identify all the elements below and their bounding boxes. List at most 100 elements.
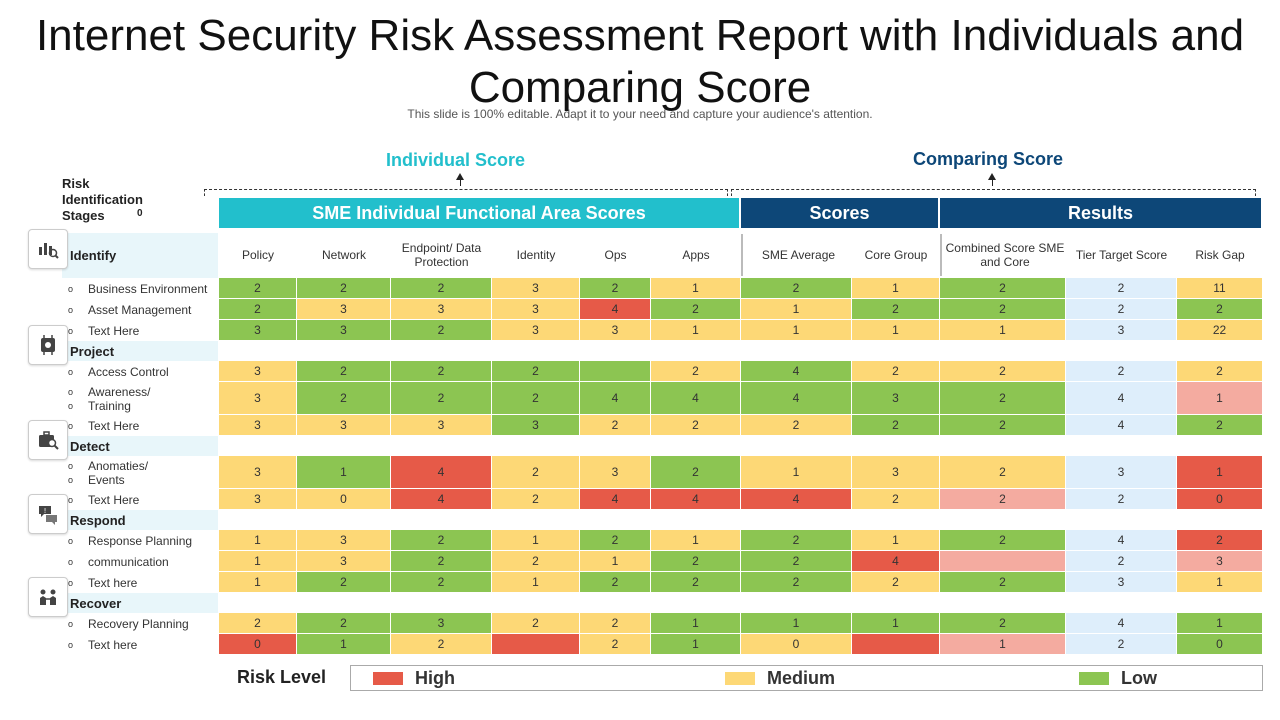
category-respond: Respond — [62, 510, 218, 530]
table-cell: 3 — [219, 415, 297, 436]
row-label-text: Response Planning — [88, 533, 193, 548]
legend-swatch — [373, 671, 403, 685]
legend-label: Medium — [767, 667, 836, 688]
legend-swatch — [1079, 671, 1109, 685]
row-label-text: Asset Management — [88, 302, 192, 317]
table-cell: 1 — [741, 299, 852, 320]
table-cell: 2 — [1066, 551, 1177, 572]
column-header: Policy — [219, 234, 297, 276]
individual-brace — [204, 189, 728, 196]
legend-item-medium: Medium — [725, 666, 835, 690]
table-cell: 4 — [1066, 613, 1177, 634]
chart-search-icon — [28, 229, 68, 269]
category-band — [219, 510, 1263, 530]
category-band — [219, 593, 1263, 613]
table-cell: 4 — [391, 456, 492, 489]
table-cell: 2 — [940, 278, 1066, 299]
table-cell: 2 — [940, 415, 1066, 436]
bullet-icon: o — [68, 494, 74, 505]
table-cell: 2 — [391, 320, 492, 341]
table-cell — [940, 551, 1066, 572]
table-cell — [492, 634, 580, 655]
row-label-text: Business Environment — [88, 281, 208, 296]
table-cell: 0 — [219, 634, 297, 655]
table-cell: 3 — [219, 456, 297, 489]
table-cell: 3 — [297, 415, 391, 436]
table-cell: 2 — [580, 415, 651, 436]
legend-swatch — [725, 671, 755, 685]
table-cell: 2 — [852, 489, 940, 510]
list-item: o Text here — [68, 572, 218, 593]
table-cell: 3 — [297, 530, 391, 551]
table-cell: 2 — [492, 382, 580, 415]
list-item: o Recovery Planning — [68, 613, 218, 634]
category-identify: Identify — [62, 233, 218, 278]
table-cell: 2 — [1066, 634, 1177, 655]
table-cell: 3 — [580, 320, 651, 341]
table-cell: 3 — [391, 299, 492, 320]
bullet-icon: o — [68, 366, 74, 377]
table-cell: 4 — [651, 382, 741, 415]
table-cell: 1 — [741, 613, 852, 634]
table-cell: 1 — [1177, 382, 1263, 415]
table-cell: 2 — [852, 361, 940, 382]
table-cell: 1 — [219, 530, 297, 551]
table-cell: 4 — [1066, 382, 1177, 415]
table-cell: 2 — [852, 572, 940, 593]
category-label: Project — [70, 343, 115, 359]
table-cell: 4 — [852, 551, 940, 572]
table-cell: 1 — [651, 320, 741, 341]
legend-item-low: Low — [1079, 666, 1157, 690]
list-item: o o Awareness/ Training — [68, 382, 218, 415]
table-cell: 2 — [651, 299, 741, 320]
category-label: Recover — [70, 595, 122, 611]
table-cell: 1 — [1177, 572, 1263, 593]
table-cell: 2 — [580, 613, 651, 634]
table-cell: 2 — [391, 382, 492, 415]
category-project: Project — [62, 341, 218, 361]
table-cell: 2 — [219, 613, 297, 634]
table-cell: 2 — [1066, 299, 1177, 320]
table-cell: 3 — [492, 415, 580, 436]
column-header: Identity — [492, 234, 580, 276]
risk-legend: High Medium Low — [350, 665, 1263, 691]
comparing-score-label: Comparing Score — [913, 149, 1064, 169]
table-cell: 2 — [297, 382, 391, 415]
table-cell: 2 — [297, 613, 391, 634]
table-cell: 3 — [580, 456, 651, 489]
comparing-brace — [731, 189, 1256, 196]
table-cell: 2 — [940, 489, 1066, 510]
category-band — [219, 436, 1263, 456]
table-cell: 2 — [940, 299, 1066, 320]
table-cell: 2 — [940, 361, 1066, 382]
legend-label: High — [415, 667, 455, 688]
table-cell: 2 — [1066, 489, 1177, 510]
table-cell: 2 — [1066, 361, 1177, 382]
table-cell: 2 — [219, 299, 297, 320]
table-cell: 3 — [219, 489, 297, 510]
table-cell: 1 — [741, 456, 852, 489]
table-cell: 2 — [297, 361, 391, 382]
table-cell: 2 — [219, 278, 297, 299]
table-cell: 1 — [852, 530, 940, 551]
table-cell: 2 — [852, 299, 940, 320]
row-label-text: communication — [88, 554, 169, 569]
bullet-icon: o — [68, 304, 74, 315]
row-label-text: Anomaties/ Events — [88, 458, 149, 487]
individual-score-label: Individual Score — [386, 150, 526, 170]
table-cell: 2 — [391, 572, 492, 593]
category-label: Respond — [70, 512, 126, 528]
table-cell: 2 — [492, 361, 580, 382]
table-cell: 1 — [651, 634, 741, 655]
chat-alert-icon: ! — [28, 494, 68, 534]
bullet-icon: o — [68, 325, 74, 336]
stages-header-text: Risk Identification Stages — [62, 176, 143, 223]
table-cell: 3 — [852, 456, 940, 489]
individual-arrow-icon — [456, 173, 464, 180]
table-cell: 2 — [852, 415, 940, 436]
group-header-2: Scores — [741, 198, 938, 228]
column-header: Apps — [651, 234, 741, 276]
table-cell: 3 — [297, 551, 391, 572]
column-header: Risk Gap — [1177, 234, 1263, 276]
